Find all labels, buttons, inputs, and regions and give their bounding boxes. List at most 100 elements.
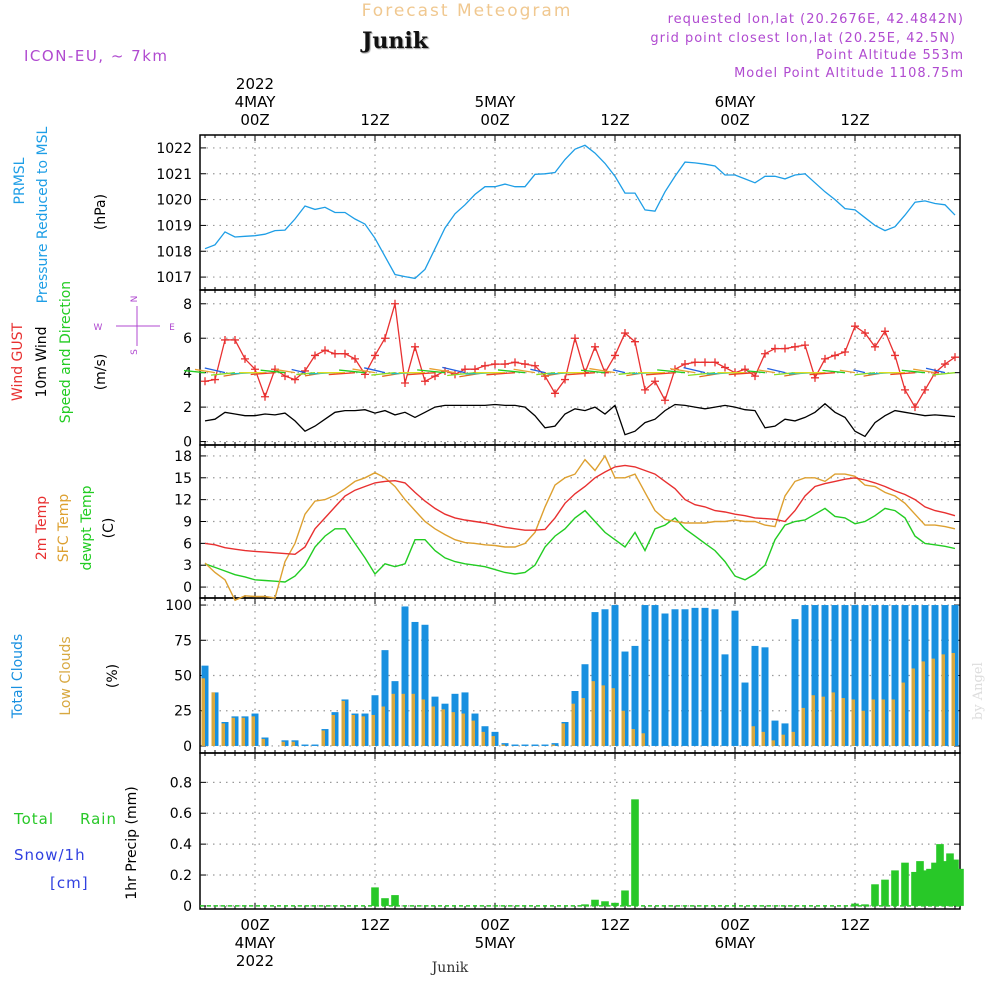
precip-bar [926,868,934,906]
bottom-time-label: 00Z [240,916,269,934]
gust-marker [481,361,489,370]
low-cloud-bar [361,716,365,746]
bottom-time-label: 2022 [236,952,274,970]
sfc-temp-line [204,454,956,602]
total-cloud-bar [831,605,839,746]
location-title: Junik [360,28,429,54]
bottom-time-label: 5MAY [475,934,517,952]
total-cloud-bar [631,645,639,746]
low-cloud-bar [431,706,435,746]
temp2m-line [204,464,956,556]
precip-bar [941,861,949,906]
gust-marker [571,334,579,343]
precip-bar [371,887,379,906]
y-tick-label: 9 [183,515,192,531]
gust-marker [391,299,399,308]
low-cloud-bar [371,714,375,746]
gust-marker [851,322,859,331]
top-time-label: 00Z [240,111,269,129]
y-tick-label: 4 [183,366,192,382]
y-tick-label: 0 [183,899,192,915]
total-cloud-bar [511,744,519,746]
y-tick-label: 6 [183,331,192,347]
total-cloud-bar [691,607,699,746]
precip-bar [936,844,944,906]
precip-bar [891,870,899,906]
point-altitude: Point Altitude 553m [816,48,964,63]
gust-marker [421,377,429,386]
low-cloud-bar [851,699,855,746]
y-tick-label: 1019 [156,218,192,234]
low-cloud-bar [561,723,565,746]
low-cloud-bar [801,707,805,746]
low-cloud-bar [581,698,585,746]
low-cloud-bar [241,717,245,746]
wind-direction-arrow [822,369,846,374]
total-cloud-bar [501,743,509,746]
precip-cm-label: [cm] [50,874,89,892]
y-tick-label: 25 [174,704,192,720]
pressure-unit: (hPa) [93,194,109,230]
gust-marker [431,372,439,381]
low-cloud-bar [601,685,605,746]
signature: by Angel [971,662,986,720]
panel-temperature: 0 3 6 9 12 15 18 [174,444,961,599]
precip-bar [581,904,589,906]
low-cloud-bar [571,703,575,746]
low-cloud-bar [401,693,405,746]
model-label: ICON-EU, ~ 7km [24,47,169,65]
gust-label: Wind GUST [10,322,26,401]
gust-marker [261,392,269,401]
low-cloud-bar [821,696,825,746]
requested-coords: requested lon,lat (20.2676E, 42.4842N) [668,12,964,27]
precip-bar [931,862,939,906]
compass-s: S [130,349,140,355]
wind-direction-arrow [407,372,436,376]
gust-marker [471,365,479,374]
total-cloud-bar [741,682,749,746]
bottom-time-label: 12Z [840,916,869,934]
temp-unit: (C) [101,518,117,539]
gust-marker [411,342,419,351]
low-cloud-bar [421,699,425,746]
top-time-label: 2022 [236,75,274,93]
low-cloud-bar [921,661,925,746]
wind-direction-arrow [183,369,206,374]
precip-bar [946,853,954,906]
wind-direction-arrow [210,372,236,376]
panel-pressure: 1017 1018 1019 1020 1021 1022 [156,134,961,291]
gust-marker [351,354,359,363]
wind-direction-arrow [839,369,856,374]
total-cloud-bar [601,609,609,746]
bottom-time-label: 4MAY [235,934,277,952]
gust-marker [831,351,839,360]
y-tick-label: 0.4 [170,837,192,853]
wind-direction-arrow [296,372,316,376]
low-cloud-bar [331,714,335,746]
gust-marker [711,358,719,367]
y-tick-label: 6 [183,536,192,552]
wind-direction-arrow [669,368,696,374]
gust-marker [531,361,539,370]
total-cloud-bar [901,605,909,746]
gust-marker [511,358,519,367]
low-cloud-bar [481,731,485,746]
total-cloud-bar [761,647,769,746]
gust-marker [821,354,829,363]
wind-direction-arrow [589,367,616,374]
wind-direction-arrow [194,368,216,374]
y-tick-label: 0.8 [170,775,192,791]
gust-marker [281,372,289,381]
low-cloud-bar [841,698,845,746]
total-cloud-bar [841,605,849,746]
gust-marker [871,342,879,351]
total-cloud-bar [801,605,809,746]
wind-direction-arrow [536,372,556,376]
precip-bar [916,861,924,906]
low-cloud-bar [631,729,635,746]
top-time-label: 12Z [840,111,869,129]
gust-marker [691,358,699,367]
y-tick-label: 0 [183,435,192,451]
precip-bar [391,895,399,906]
y-tick-label: 18 [174,449,192,465]
